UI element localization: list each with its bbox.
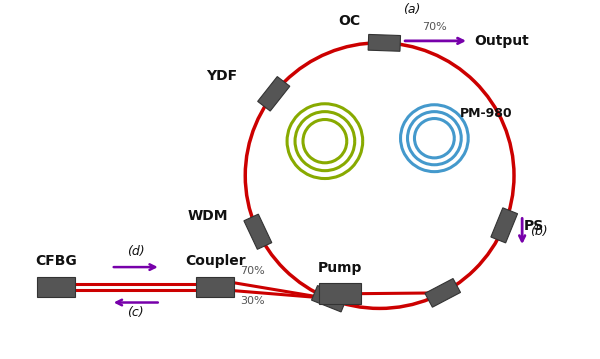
Text: PS: PS bbox=[524, 219, 544, 233]
Text: YDF: YDF bbox=[206, 69, 238, 83]
Text: PM-980: PM-980 bbox=[460, 107, 512, 120]
Polygon shape bbox=[196, 277, 235, 297]
Polygon shape bbox=[244, 214, 272, 249]
Text: 70%: 70% bbox=[422, 22, 446, 32]
Text: (c): (c) bbox=[127, 306, 144, 319]
Text: OC: OC bbox=[338, 14, 361, 28]
Text: (a): (a) bbox=[404, 3, 421, 16]
Text: WDM: WDM bbox=[188, 209, 229, 223]
Text: (b): (b) bbox=[530, 225, 548, 238]
Polygon shape bbox=[37, 277, 75, 297]
Polygon shape bbox=[319, 283, 361, 304]
Polygon shape bbox=[257, 76, 290, 111]
Polygon shape bbox=[491, 208, 518, 243]
Text: (d): (d) bbox=[127, 245, 145, 258]
Text: Coupler: Coupler bbox=[185, 254, 246, 268]
Polygon shape bbox=[425, 279, 461, 307]
Polygon shape bbox=[368, 34, 401, 51]
Text: Output: Output bbox=[474, 34, 529, 48]
Text: Pump: Pump bbox=[317, 261, 362, 275]
Text: 70%: 70% bbox=[240, 266, 265, 276]
Text: 30%: 30% bbox=[240, 297, 265, 307]
Polygon shape bbox=[311, 285, 347, 312]
Text: CFBG: CFBG bbox=[35, 254, 77, 268]
